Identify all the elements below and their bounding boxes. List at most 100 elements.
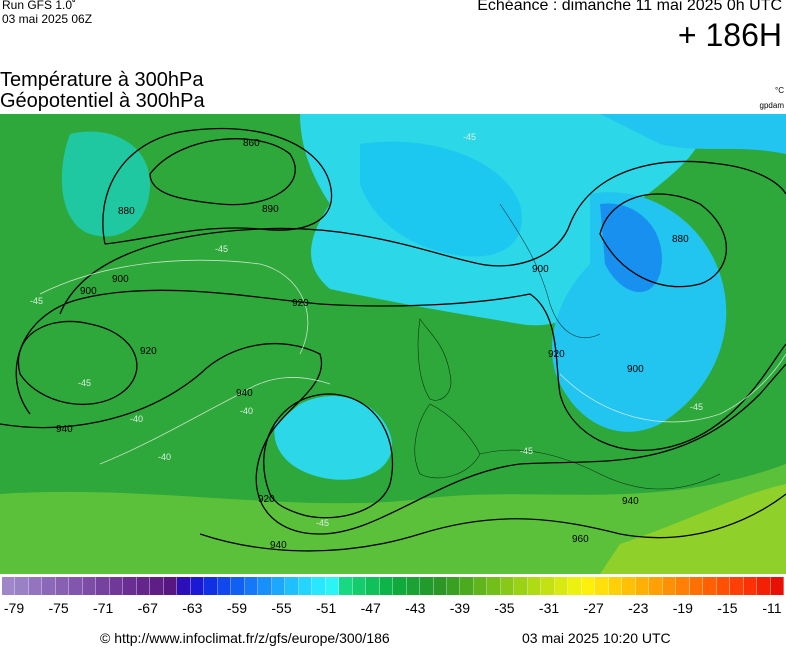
colorbar-swatch (500, 577, 515, 595)
colorbar-tick-label: -47 (360, 600, 381, 616)
colorbar-swatch (217, 577, 232, 595)
colorbar-swatch (15, 577, 29, 595)
run-date: 03 mai 2025 06Z (2, 12, 93, 26)
colorbar-tick-label: -11 (762, 600, 782, 616)
temperature-label: -45 (463, 132, 476, 142)
run-label: Run GFS 1.0˚ (2, 0, 77, 12)
map-title-geopotential: Géopotentiel à 300hPa (0, 90, 205, 112)
temperature-label: -45 (215, 244, 228, 254)
colorbar-swatch (703, 577, 717, 595)
temperature-label: -40 (130, 414, 143, 424)
colorbar-swatch (730, 577, 744, 595)
colorbar-tick-label: -39 (449, 600, 470, 616)
temp-field-cold-east (551, 192, 727, 432)
colorbar-tick-label: -15 (717, 600, 738, 616)
temperature-label: -45 (78, 378, 91, 388)
geopotential-contour-880 (102, 128, 333, 245)
colorbar-swatch (339, 577, 353, 595)
map-title-temperature: Température à 300hPa (0, 69, 204, 91)
colorbar-tick-label: -63 (182, 600, 203, 616)
geopotential-label: 900 (80, 286, 97, 297)
geopotential-contour-900-low (17, 320, 138, 406)
temperature-label: -40 (240, 406, 253, 416)
colorbar-swatch (325, 577, 340, 595)
temperature-isoline-minus45 (39, 259, 309, 355)
temperature-label: -45 (520, 446, 533, 456)
colorbar-swatch (352, 577, 367, 595)
temperature-isoline-minus45-east (559, 353, 786, 423)
colorbar-swatch (163, 577, 178, 595)
colorbar-swatch (136, 577, 151, 595)
temperature-label: -45 (690, 402, 703, 412)
colorbar-swatch (757, 577, 771, 595)
coastline-iberia (414, 403, 481, 479)
temperature-label: -45 (30, 296, 43, 306)
geopotential-label: 860 (243, 138, 260, 149)
colorbar-ticks: -79 -75 -71 -67 -63 -59 -55 -51 -47 -43 -39 -35 -31 -… (0, 600, 786, 618)
colorbar-tick-label: -27 (583, 600, 604, 616)
colorbar-swatch (123, 577, 137, 595)
colorbar-swatch (662, 577, 677, 595)
colorbar-swatch (28, 577, 43, 595)
source-url: © http://www.infoclimat.fr/z/gfs/europe/… (100, 630, 390, 646)
colorbar-swatch (244, 577, 259, 595)
temperature-isoline-minus40 (99, 377, 331, 465)
geopotential-label: 920 (292, 298, 309, 309)
temperature-label: -40 (158, 452, 171, 462)
colorbar-swatch (231, 577, 245, 595)
temp-field-warm-southeast (600, 484, 786, 574)
colorbar-swatch (622, 577, 636, 595)
colorbar-swatch (55, 577, 70, 595)
colorbar-swatch (770, 577, 785, 595)
colorbar-swatch (541, 577, 555, 595)
colorbar-swatch (109, 577, 124, 595)
colorbar-swatch (446, 577, 461, 595)
geopotential-label: 920 (258, 494, 275, 505)
colorbar-swatch (716, 577, 731, 595)
geopotential-label: 880 (118, 206, 135, 217)
forecast-valid-time: Echéance : dimanche 11 mai 2025 0h UTC (477, 0, 782, 14)
colorbar-swatch (69, 577, 83, 595)
geopotential-label: 900 (112, 274, 129, 285)
colorbar-swatch (581, 577, 596, 595)
colorbar-tick-label: -35 (494, 600, 515, 616)
temp-field-cold-core-east (600, 203, 662, 293)
colorbar-tick-label: -31 (538, 600, 560, 616)
geopotential-contour-900 (59, 160, 786, 315)
colorbar-tick-label: -79 (3, 600, 25, 616)
colorbar-swatch (676, 577, 690, 595)
geopotential-label: 940 (56, 424, 73, 435)
geopotential-contour-880-east (599, 193, 727, 288)
colorbar-swatch (433, 577, 447, 595)
colorbar-swatch (312, 577, 326, 595)
generation-timestamp: 03 mai 2025 10:20 UTC (522, 630, 671, 646)
temperature-colorbar (2, 577, 785, 595)
colorbar-tick-label: -71 (93, 600, 114, 616)
colorbar-swatch (649, 577, 663, 595)
temp-field-cold-northeast (600, 114, 786, 154)
colorbar-swatch (204, 577, 218, 595)
coastline-british-isles (417, 318, 452, 401)
colorbar-swatch (258, 577, 272, 595)
lead-time: + 186H (677, 17, 782, 53)
unit-temperature: °C (775, 86, 784, 95)
geopotential-label: 890 (262, 204, 279, 215)
geopotential-contour-960 (199, 493, 786, 552)
temperature-label: -45 (316, 518, 329, 528)
colorbar-swatch (406, 577, 421, 595)
geopotential-label: 900 (627, 364, 644, 375)
colorbar-swatch (42, 577, 56, 595)
geopotential-contour-920-atlantic (263, 393, 394, 519)
geopotential-label: 960 (572, 534, 589, 545)
colorbar-swatch (96, 577, 110, 595)
temp-field-cold-core-north (360, 141, 522, 257)
colorbar-tick-label: -75 (48, 600, 69, 616)
colorbar-swatch (595, 577, 609, 595)
weather-map: 860 880 880 890 900 900 900 900 920 920 … (0, 114, 786, 574)
colorbar-swatch (150, 577, 164, 595)
colorbar-swatch (635, 577, 650, 595)
colorbar-swatch (420, 577, 434, 595)
colorbar-swatch (568, 577, 582, 595)
colorbar-swatch (379, 577, 394, 595)
colorbar-swatch (473, 577, 488, 595)
